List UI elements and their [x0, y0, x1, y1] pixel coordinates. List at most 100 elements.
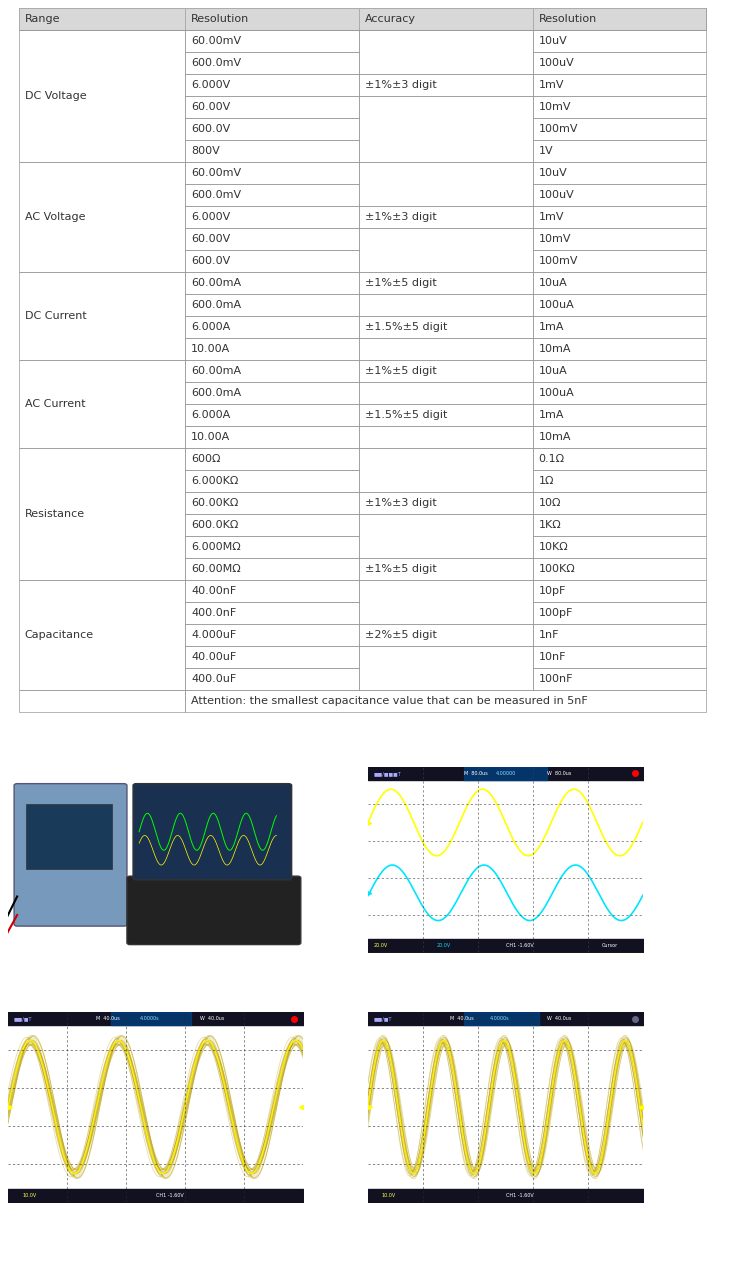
Text: 600.0mV: 600.0mV — [191, 58, 242, 69]
Text: 100uV: 100uV — [538, 58, 574, 69]
Text: DC Voltage: DC Voltage — [25, 92, 86, 100]
Text: Resolution: Resolution — [191, 14, 250, 24]
Bar — [359, 74, 532, 97]
Text: 6.000KΩ: 6.000KΩ — [191, 477, 238, 486]
Text: 10mA: 10mA — [538, 432, 571, 442]
FancyBboxPatch shape — [14, 784, 127, 927]
Bar — [185, 206, 359, 228]
Bar — [26, 805, 112, 869]
Text: 20.0V: 20.0V — [436, 943, 451, 948]
Text: 6.000MΩ: 6.000MΩ — [191, 541, 241, 552]
Bar — [359, 513, 532, 558]
Text: AC Current: AC Current — [25, 399, 86, 409]
Bar — [185, 184, 359, 206]
Bar — [19, 161, 185, 272]
Bar — [185, 492, 359, 513]
Bar — [532, 8, 706, 31]
Text: Resolution: Resolution — [538, 14, 597, 24]
Bar — [359, 404, 532, 426]
Text: 60.00mA: 60.00mA — [191, 366, 242, 376]
Bar — [359, 316, 532, 338]
Text: Resistance: Resistance — [25, 508, 85, 519]
Bar — [532, 228, 706, 250]
Bar — [359, 31, 532, 74]
Text: 10uV: 10uV — [538, 168, 567, 178]
Text: 6.000V: 6.000V — [191, 80, 230, 90]
Text: 10.0V: 10.0V — [22, 1193, 37, 1197]
Bar — [19, 8, 185, 31]
Bar — [185, 360, 359, 383]
Bar — [532, 383, 706, 404]
Bar — [185, 690, 706, 712]
Bar — [359, 360, 532, 383]
Bar — [532, 669, 706, 690]
Bar — [359, 624, 532, 646]
Bar — [185, 74, 359, 97]
Bar — [532, 470, 706, 492]
Bar — [185, 536, 359, 558]
Text: 1nF: 1nF — [538, 630, 559, 641]
Text: 60.00V: 60.00V — [191, 102, 230, 112]
Bar — [532, 513, 706, 536]
Text: 100pF: 100pF — [538, 608, 573, 618]
Bar — [185, 558, 359, 580]
Text: 4.000uF: 4.000uF — [191, 630, 236, 641]
Bar — [532, 97, 706, 118]
Text: ±1%±5 digit: ±1%±5 digit — [365, 366, 436, 376]
Text: 1mA: 1mA — [538, 411, 564, 419]
Text: 100mV: 100mV — [538, 255, 578, 266]
Text: 100nF: 100nF — [538, 674, 573, 684]
Bar — [359, 580, 532, 624]
Bar — [532, 426, 706, 447]
Bar — [359, 8, 532, 31]
Text: 10pF: 10pF — [538, 586, 566, 596]
Bar — [532, 602, 706, 624]
Text: 10mV: 10mV — [538, 102, 571, 112]
Text: DC Current: DC Current — [25, 311, 86, 322]
Text: 600Ω: 600Ω — [191, 454, 220, 464]
Text: CH1 -1.60V: CH1 -1.60V — [155, 1193, 183, 1197]
Bar — [532, 447, 706, 470]
Text: Attention: the smallest capacitance value that can be measured in 5nF: Attention: the smallest capacitance valu… — [191, 697, 588, 705]
Bar — [185, 8, 359, 31]
Text: ■■/■T: ■■/■T — [14, 1016, 32, 1021]
Bar — [185, 118, 359, 140]
Text: 60.00mV: 60.00mV — [191, 36, 242, 46]
Text: 400.0nF: 400.0nF — [191, 608, 236, 618]
Bar — [359, 646, 532, 690]
Text: 10.00A: 10.00A — [191, 432, 230, 442]
Text: 60.00KΩ: 60.00KΩ — [191, 498, 238, 508]
Text: 1mV: 1mV — [538, 80, 564, 90]
Text: 1Ω: 1Ω — [538, 477, 554, 486]
Text: 60.00mV: 60.00mV — [191, 168, 242, 178]
Text: ■■/■■■T: ■■/■■■T — [374, 771, 401, 777]
Text: 100uA: 100uA — [538, 300, 574, 310]
Text: 6.000A: 6.000A — [191, 322, 230, 332]
Text: 10.00A: 10.00A — [191, 344, 230, 355]
Bar — [185, 97, 359, 118]
Bar — [532, 206, 706, 228]
Bar — [185, 338, 359, 360]
Text: ±1%±3 digit: ±1%±3 digit — [365, 498, 436, 508]
Text: 60.00mA: 60.00mA — [191, 278, 242, 289]
Bar — [532, 250, 706, 272]
Bar — [185, 228, 359, 250]
Bar — [359, 426, 532, 447]
Bar — [532, 492, 706, 513]
Text: 600.0KΩ: 600.0KΩ — [191, 520, 238, 530]
Text: 1V: 1V — [538, 146, 554, 156]
Text: Range: Range — [25, 14, 60, 24]
Bar — [359, 447, 532, 492]
Bar — [185, 646, 359, 669]
Bar — [532, 404, 706, 426]
Bar — [185, 161, 359, 184]
Bar — [185, 8, 359, 31]
Bar — [359, 228, 532, 272]
Text: 4.0000s: 4.0000s — [140, 1016, 160, 1021]
Text: 10nF: 10nF — [538, 652, 566, 662]
Bar — [359, 272, 532, 294]
Bar — [185, 513, 359, 536]
Bar — [185, 140, 359, 161]
Text: 600.0V: 600.0V — [191, 255, 230, 266]
Bar — [359, 8, 532, 31]
